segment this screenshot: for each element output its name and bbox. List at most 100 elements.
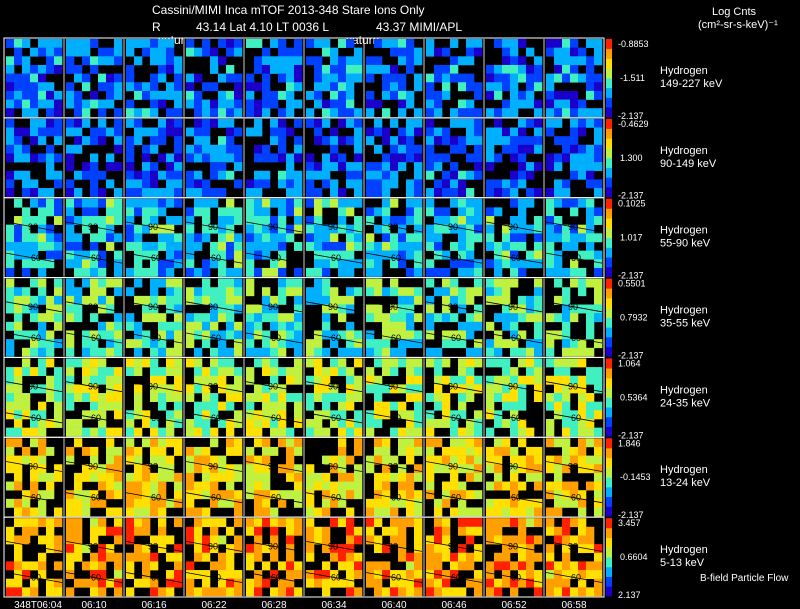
heatmap-cell — [174, 198, 183, 208]
heatmap-cell — [98, 401, 107, 411]
heatmap-cell — [346, 207, 355, 217]
heatmap-cell — [150, 136, 159, 146]
heatmap-cell — [570, 127, 579, 137]
heatmap-cell — [174, 367, 183, 377]
heatmap-cell — [98, 552, 107, 562]
colorbar-mid-label: 0.6604 — [620, 552, 648, 562]
heatmap-cell — [586, 401, 595, 411]
heatmap-cell — [450, 179, 459, 189]
energy-label: 90-149 keV — [660, 158, 717, 170]
heatmap-cell — [106, 330, 115, 340]
heatmap-cell — [406, 339, 415, 349]
heatmap-cell — [30, 216, 39, 225]
heatmap-cell — [426, 321, 435, 331]
heatmap-cell — [66, 561, 75, 571]
heatmap-cell — [74, 313, 83, 323]
b-field-flow-label: B-field Particle Flow — [700, 573, 789, 584]
heatmap-cell — [434, 518, 443, 528]
colorbar-segment — [606, 39, 612, 50]
heatmap-cell — [314, 39, 323, 48]
heatmap-cell — [218, 267, 227, 277]
heatmap-cell — [234, 99, 243, 109]
heatmap-cell — [570, 153, 579, 163]
heatmap-cell — [330, 64, 339, 74]
heatmap-cell — [106, 393, 115, 402]
heatmap-cell — [594, 570, 603, 579]
heatmap-cell — [338, 207, 347, 217]
heatmap-cell — [6, 250, 15, 260]
heatmap-cell — [486, 287, 495, 297]
heatmap-cell — [6, 498, 15, 508]
heatmap-cell — [202, 455, 211, 465]
heatmap-cell — [218, 464, 227, 474]
heatmap-cell — [434, 233, 443, 243]
heatmap-cell — [54, 464, 63, 474]
heatmap-cell — [142, 518, 151, 528]
heatmap-cell — [486, 64, 495, 74]
heatmap-cell — [502, 287, 511, 297]
heatmap-cell — [414, 367, 423, 377]
heatmap-cell — [6, 295, 15, 305]
heatmap-cell — [570, 118, 579, 128]
heatmap-cell — [578, 73, 587, 83]
contour-label: 60 — [391, 333, 401, 343]
heatmap-cell — [246, 330, 255, 340]
heatmap-cell — [322, 587, 331, 597]
heatmap-cell — [114, 39, 123, 48]
heatmap-cell — [398, 490, 407, 500]
heatmap-cell — [578, 401, 587, 411]
contour-line — [365, 540, 423, 552]
heatmap-cell — [346, 170, 355, 180]
heatmap-cell — [90, 535, 99, 545]
heatmap-cell — [194, 544, 203, 554]
heatmap-cell — [374, 99, 383, 109]
heatmap-cell — [330, 233, 339, 243]
heatmap-cell — [246, 587, 255, 597]
heatmap-cell — [554, 278, 563, 288]
heatmap-cell — [38, 224, 47, 234]
heatmap-cell — [510, 216, 519, 225]
heatmap-cell — [166, 570, 175, 579]
heatmap-cell — [38, 490, 47, 500]
heatmap-cell — [562, 295, 571, 305]
heatmap-cell — [554, 267, 563, 277]
heatmap-cell — [494, 438, 503, 448]
heatmap-cell — [518, 170, 527, 180]
heatmap-cell — [174, 472, 183, 482]
heatmap-cell — [158, 455, 167, 465]
heatmap-cell — [254, 313, 263, 323]
heatmap-cell — [510, 39, 519, 48]
heatmap-cell — [458, 464, 467, 474]
heatmap-cell — [194, 118, 203, 128]
heatmap-cell — [434, 464, 443, 474]
heatmap-cell — [202, 127, 211, 137]
heatmap-cell — [518, 427, 527, 437]
colorbar-segment — [606, 368, 612, 379]
heatmap-cell — [166, 384, 175, 394]
heatmap-cell — [442, 136, 451, 146]
heatmap-cell — [194, 179, 203, 189]
heatmap-cell — [510, 144, 519, 154]
heatmap-cell — [294, 330, 303, 340]
heatmap-cell — [554, 481, 563, 491]
heatmap-cell — [66, 259, 75, 269]
heatmap-cell — [14, 73, 23, 83]
heatmap-cell — [270, 339, 279, 349]
heatmap-cell — [186, 82, 195, 92]
heatmap-cell — [486, 535, 495, 545]
contour-line — [125, 461, 183, 472]
heatmap-cell — [278, 438, 287, 448]
heatmap-cell — [330, 578, 339, 588]
heatmap-cell — [98, 410, 107, 420]
heatmap-cell — [406, 56, 415, 66]
heatmap-cell — [142, 127, 151, 137]
heatmap-cell — [14, 393, 23, 402]
heatmap-cell — [226, 321, 235, 331]
heatmap-cell — [278, 144, 287, 154]
heatmap-cell — [142, 358, 151, 368]
heatmap-cell — [254, 578, 263, 588]
heatmap-cell — [142, 162, 151, 172]
heatmap-cell — [158, 375, 167, 385]
heatmap-cell — [474, 216, 483, 225]
heatmap-cell — [142, 198, 151, 208]
